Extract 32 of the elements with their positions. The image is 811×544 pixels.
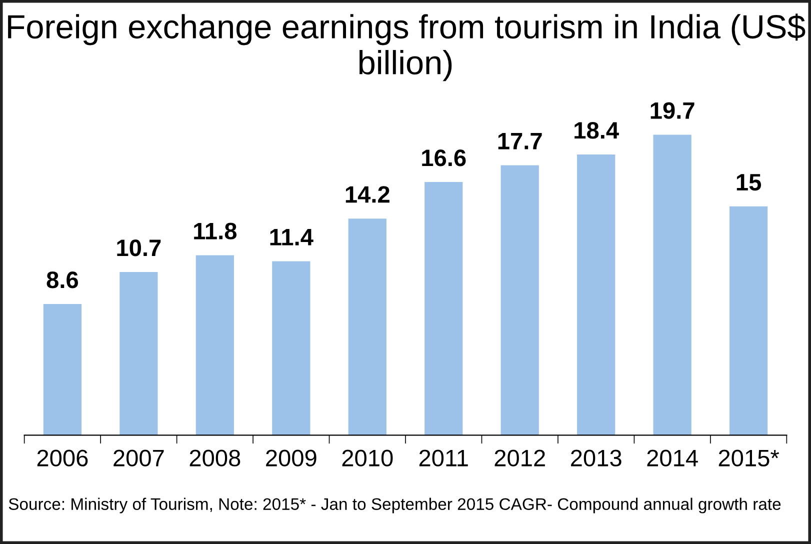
bar [272,261,310,436]
x-tick-label: 2015* [718,450,780,466]
data-label: 18.4 [574,122,619,139]
chart-title: Foreign exchange earnings from tourism in India (US$ billion) [8,14,806,82]
data-label: 14.2 [346,186,390,203]
bar [43,304,82,436]
data-label: 11.4 [270,229,314,246]
x-tick-label: 2010 [342,450,393,466]
bar [120,272,158,436]
bar [348,218,386,436]
data-label: 19.7 [650,102,694,119]
x-tick-label: 2014 [647,450,698,466]
x-tick-label: 2011 [419,450,468,466]
x-tick-label: 2013 [571,450,622,466]
bar [653,134,692,436]
data-label: 11.8 [194,222,237,240]
bar [577,154,616,436]
data-label: 8.6 [46,272,78,288]
bar [729,206,768,436]
source-note: Source: Ministry of Tourism, Note: 2015* - Jan to September 2015 CAGR- Compound annual growth rate [8,498,781,514]
x-tick-label: 2009 [266,450,316,466]
x-tick-label: 2006 [37,450,88,466]
data-label: 15 [736,174,762,191]
data-label: 10.7 [117,239,161,256]
x-tick-label: 2008 [190,450,240,466]
data-label: 16.6 [422,149,466,166]
bar [500,165,539,436]
bar [424,182,463,436]
data-label: 17.7 [498,132,542,150]
bar [196,255,234,436]
x-tick-label: 2012 [494,450,545,466]
x-tick-label: 2007 [114,450,164,466]
